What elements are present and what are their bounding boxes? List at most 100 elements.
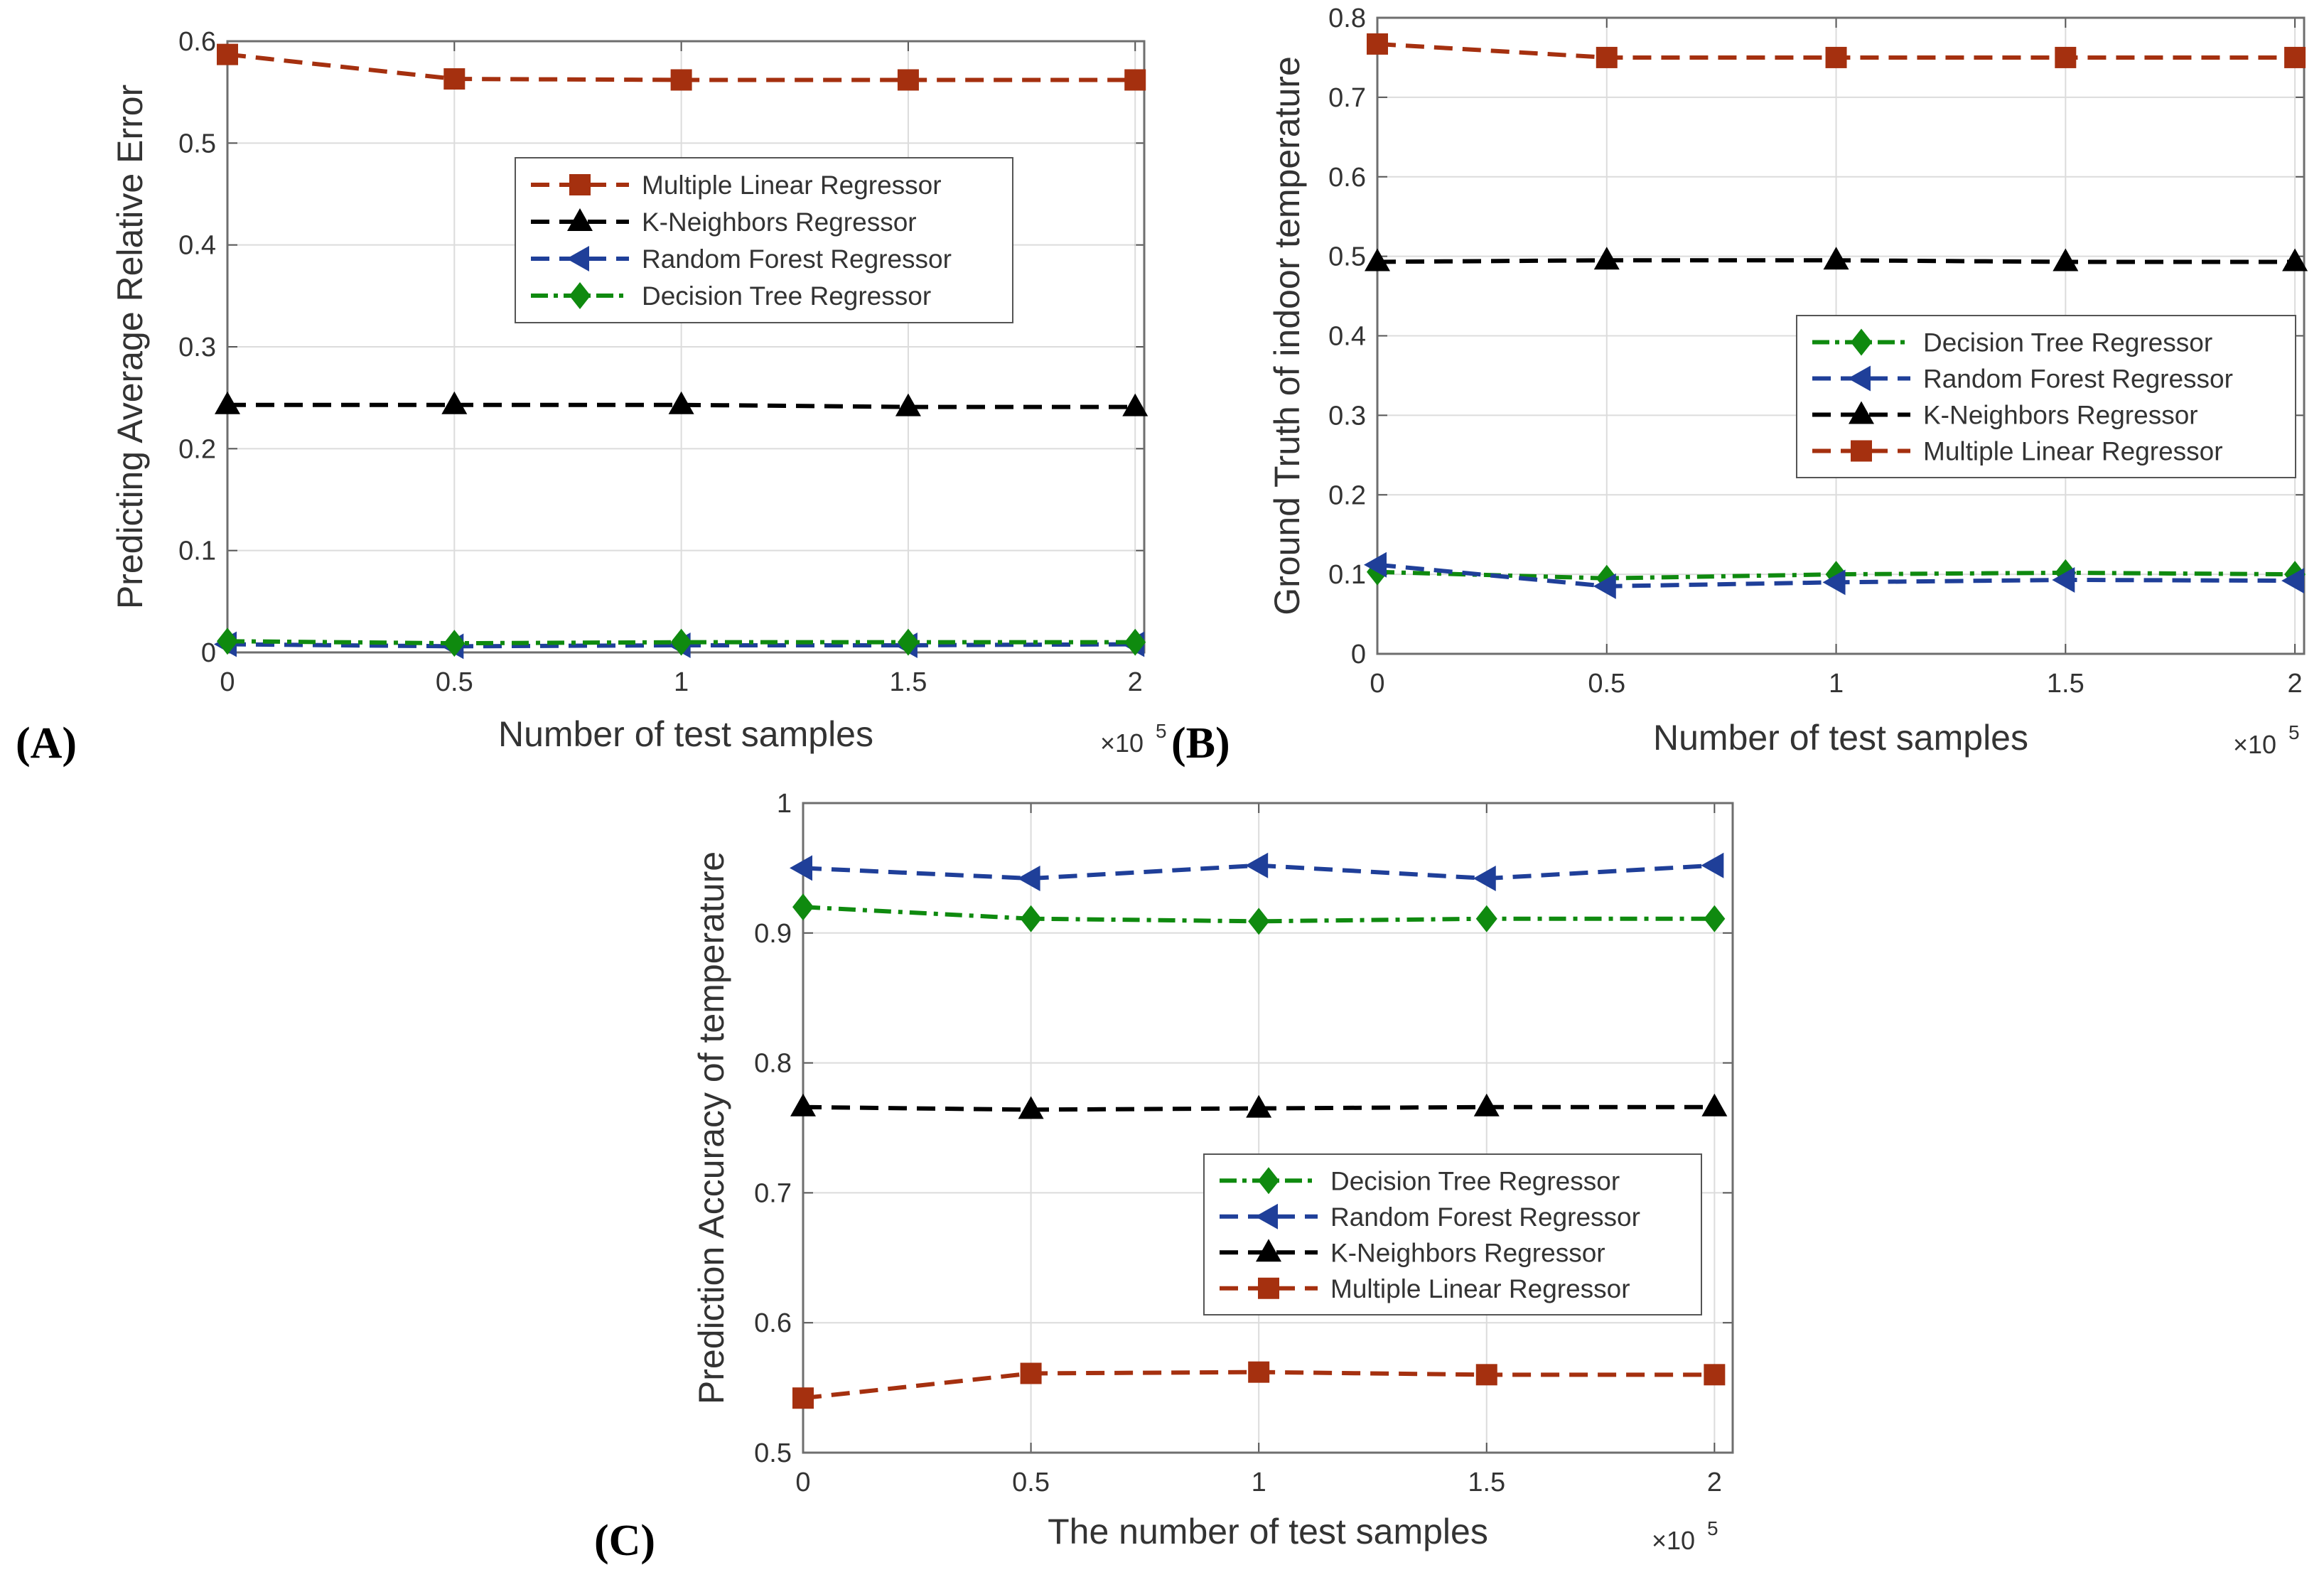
x-multiplier: ×10 — [2233, 730, 2276, 759]
x-multiplier: ×10 — [1652, 1526, 1695, 1555]
data-point-marker — [668, 391, 694, 414]
data-point-marker — [1122, 393, 1148, 416]
data-point-marker — [1701, 1093, 1728, 1116]
legend-marker — [566, 246, 589, 271]
y-tick-label: 0.4 — [1328, 322, 1366, 352]
data-point-marker — [792, 1387, 814, 1409]
data-point-marker — [1475, 905, 1497, 932]
data-point-marker — [2052, 566, 2075, 593]
data-point-marker — [670, 69, 692, 91]
y-tick-label: 0.8 — [754, 1049, 792, 1079]
x-tick-label: 2 — [2288, 669, 2303, 699]
y-tick-label: 0.2 — [178, 434, 216, 464]
data-point-marker — [1365, 248, 1390, 271]
x-tick-label: 1.5 — [890, 667, 927, 697]
data-point-marker — [1823, 247, 1849, 270]
legend-marker — [567, 208, 593, 231]
legend-entry: Random Forest Regressor — [642, 244, 952, 274]
data-point-marker — [1246, 1094, 1272, 1118]
data-point-marker — [2053, 248, 2079, 271]
y-axis-label: Prediction Accuracy of temperature — [692, 851, 731, 1404]
y-tick-label: 0.7 — [1328, 83, 1366, 113]
legend-entry: Decision Tree Regressor — [1330, 1166, 1620, 1195]
data-point-marker — [2281, 568, 2305, 594]
data-point-marker — [1473, 866, 1496, 892]
chart-panel-1: 0 0.1 0.2 0.3 0.4 0.5 0.6 0 0.5 1 1.5 2 Number of te… — [16, 27, 1167, 768]
series-line-2 — [227, 402, 1136, 409]
y-tick-label: 0.5 — [178, 129, 216, 158]
data-point-marker — [670, 628, 692, 656]
y-tick-label: 0.5 — [754, 1438, 792, 1468]
y-tick-label: 0.4 — [178, 231, 216, 261]
data-point-marker — [895, 393, 921, 416]
data-point-marker — [1473, 1093, 1500, 1116]
data-point-marker — [1704, 1364, 1726, 1386]
y-tick-label: 0.6 — [1328, 163, 1366, 193]
series-line-1 — [1377, 569, 2296, 581]
x-tick-label: 1 — [1829, 669, 1844, 699]
legend-entry: Decision Tree Regressor — [1923, 328, 2212, 357]
legend-entry: Multiple Linear Regressor — [1330, 1274, 1630, 1303]
data-point-marker — [2055, 46, 2077, 68]
legend-marker — [569, 174, 591, 195]
y-tick-label: 0 — [1351, 640, 1366, 669]
y-tick-label: 0.3 — [1328, 401, 1366, 431]
y-tick-label: 0.6 — [178, 27, 216, 57]
x-multiplier: ×10 — [1100, 728, 1144, 758]
data-point-marker — [1822, 569, 1846, 596]
x-tick-label: 0 — [795, 1468, 810, 1497]
legend-marker — [1851, 328, 1872, 356]
x-tick-label: 2 — [1128, 667, 1143, 697]
chart-panel-2: 0 0.1 0.2 0.3 0.4 0.5 0.6 0.7 0.8 0 0.5 1 1.5 2 Number… — [1171, 4, 2308, 768]
x-tick-label: 0.5 — [1012, 1468, 1050, 1497]
panel-label: (B) — [1171, 719, 1230, 768]
data-point-marker — [217, 628, 238, 655]
x-exponent: 5 — [1156, 720, 1167, 742]
legend-marker — [1256, 1239, 1281, 1262]
data-point-marker — [1364, 551, 1387, 578]
data-point-marker — [443, 68, 466, 90]
data-point-marker — [1124, 69, 1146, 91]
legend-marker — [1849, 401, 1874, 424]
x-tick-label: 0.5 — [1588, 669, 1625, 699]
axes-box — [802, 802, 1734, 1454]
y-tick-label: 0.1 — [178, 537, 216, 566]
x-tick-label: 1.5 — [1468, 1468, 1505, 1497]
data-point-marker — [1367, 33, 1388, 55]
y-tick-label: 0.5 — [1328, 242, 1366, 272]
legend-entry: K-Neighbors Regressor — [642, 208, 917, 237]
y-tick-label: 0.1 — [1328, 560, 1366, 590]
y-tick-label: 0.6 — [754, 1308, 792, 1338]
x-tick-label: 2 — [1707, 1468, 1722, 1497]
legend-marker — [1258, 1277, 1279, 1299]
legend-entry: Multiple Linear Regressor — [642, 171, 942, 200]
axes-box — [1376, 16, 2306, 655]
y-tick-label: 0.2 — [1328, 480, 1366, 510]
data-point-marker — [1245, 852, 1269, 878]
data-point-marker — [792, 893, 814, 921]
data-point-marker — [1701, 852, 1724, 878]
y-tick-label: 0.3 — [178, 333, 216, 362]
series-line-1 — [802, 905, 1715, 924]
data-point-marker — [441, 391, 468, 414]
legend-entry: Multiple Linear Regressor — [1923, 437, 2223, 466]
legend: Decision Tree Regressor Random Forest Reg… — [1203, 1153, 1702, 1315]
x-exponent: 5 — [1707, 1517, 1718, 1539]
data-point-marker — [1596, 46, 1618, 68]
y-tick-label: 1 — [777, 789, 792, 819]
data-point-marker — [790, 855, 812, 881]
legend-marker — [1255, 1203, 1278, 1229]
legend-entry: Random Forest Regressor — [1330, 1202, 1640, 1232]
panel-label: (C) — [594, 1517, 655, 1565]
data-point-marker — [1248, 908, 1270, 935]
x-axis-label: The number of test samples — [1048, 1512, 1488, 1551]
legend-marker — [1848, 365, 1871, 392]
legend-entry: K-Neighbors Regressor — [1330, 1238, 1605, 1267]
x-tick-label: 0.5 — [436, 667, 473, 697]
data-point-marker — [215, 391, 240, 414]
data-point-marker — [443, 630, 466, 657]
data-point-marker — [1124, 628, 1146, 656]
y-tick-label: 0 — [201, 638, 216, 668]
data-point-marker — [2284, 46, 2306, 68]
data-point-marker — [1018, 1096, 1044, 1119]
